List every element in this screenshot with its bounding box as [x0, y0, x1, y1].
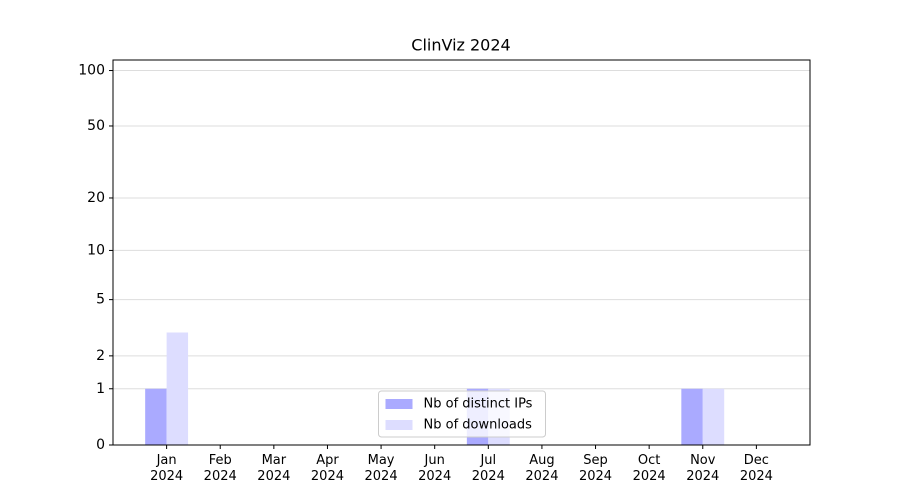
legend-frame	[378, 390, 546, 438]
y-tick-label: 5	[96, 292, 105, 308]
y-tick-label: 50	[87, 118, 105, 134]
chart-title: ClinViz 2024	[411, 36, 510, 55]
legend-swatch	[385, 399, 413, 409]
x-tick-label: Oct 2024	[632, 453, 666, 484]
y-tick-label: 0	[96, 437, 105, 453]
legend: Nb of distinct IPs Nb of downloads	[378, 390, 546, 438]
x-tick-label: Aug 2024	[525, 453, 559, 484]
plot-frame	[112, 59, 811, 446]
bar	[702, 388, 725, 445]
legend-swatch	[385, 420, 413, 430]
y-tick-label: 100	[78, 63, 105, 79]
y-tick-label: 2	[96, 348, 105, 364]
legend-label: Nb of downloads	[424, 418, 533, 433]
x-tick-label: Jun 2024	[418, 453, 452, 484]
x-tick-label: Mar 2024	[257, 453, 291, 484]
bar	[145, 388, 167, 445]
y-tick-label: 1	[96, 381, 105, 397]
x-tick-label: Jul 2024	[471, 453, 505, 484]
x-tick-label: Feb 2024	[203, 453, 237, 484]
x-tick-label: Apr 2024	[310, 453, 344, 484]
x-tick-label: Dec 2024	[739, 453, 773, 484]
y-tick-label: 20	[87, 190, 105, 206]
x-tick-label: May 2024	[364, 453, 398, 484]
y-tick-label: 10	[87, 242, 105, 258]
legend-label: Nb of distinct IPs	[424, 397, 533, 412]
x-tick-label: Sep 2024	[578, 453, 613, 484]
x-tick-label: Nov 2024	[686, 453, 720, 484]
x-tick-label: Jan 2024	[150, 453, 184, 484]
bar	[166, 332, 189, 445]
bar	[681, 388, 703, 445]
